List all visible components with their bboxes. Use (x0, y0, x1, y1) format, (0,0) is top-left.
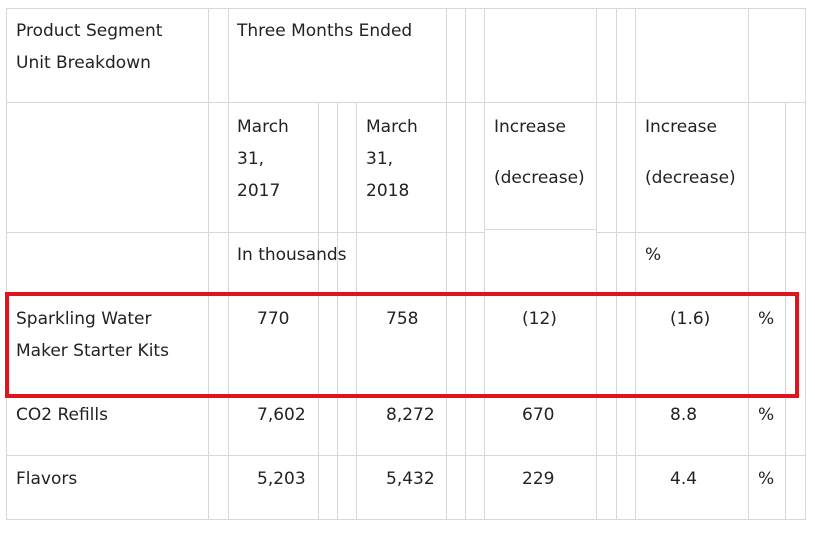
cell-change-pct: (1.6) (670, 309, 711, 329)
grid-line (6, 8, 7, 520)
grid-line (596, 232, 806, 233)
grid-line (785, 102, 786, 520)
grid-line (484, 8, 485, 520)
units-thousands-label: In thousands (237, 245, 347, 265)
cell-change: 229 (522, 469, 555, 489)
cell-q1-2018: 5,432 (386, 469, 435, 489)
grid-line (228, 8, 229, 520)
row-label-line1: Sparkling Water (16, 309, 152, 329)
col-change-pct-header-line2: (decrease) (645, 168, 736, 188)
col-2018-header-line1: March (366, 117, 418, 137)
col-2017-header-line1: March (237, 117, 289, 137)
cell-q1-2018: 8,272 (386, 405, 435, 425)
cell-change-pct: 4.4 (670, 469, 698, 489)
cell-change: (12) (522, 309, 557, 329)
table-title-line1: Product Segment (16, 21, 163, 41)
grid-line (748, 8, 749, 520)
grid-line (6, 519, 806, 520)
col-2017-header-line3: 2017 (237, 181, 281, 201)
grid-line (6, 8, 806, 9)
cell-change: 670 (522, 405, 555, 425)
cell-q1-2017: 770 (257, 309, 290, 329)
row-label: CO2 Refills (16, 405, 108, 425)
cell-change-pct: 8.8 (670, 405, 698, 425)
grid-line (465, 8, 466, 520)
grid-line (805, 8, 806, 520)
grid-line (208, 8, 209, 520)
grid-line (616, 8, 617, 520)
grid-line (596, 8, 597, 520)
cell-pct-sign: % (758, 405, 775, 425)
table-title-line2: Unit Breakdown (16, 53, 151, 73)
grid-line (6, 102, 806, 103)
grid-line (484, 229, 596, 230)
cell-pct-sign: % (758, 309, 775, 329)
row-label: Flavors (16, 469, 78, 489)
grid-line (337, 102, 338, 520)
col-change-header-line1: Increase (494, 117, 566, 137)
grid-line (6, 455, 806, 456)
grid-line (446, 8, 447, 520)
cell-pct-sign: % (758, 469, 775, 489)
col-2018-header-line3: 2018 (366, 181, 410, 201)
grid-line (318, 102, 319, 520)
col-2017-header-line2: 31, (237, 149, 265, 169)
col-change-header-line2: (decrease) (494, 168, 585, 188)
row-label-line2: Maker Starter Kits (16, 341, 169, 361)
cell-q1-2017: 7,602 (257, 405, 306, 425)
col-change-pct-header-line1: Increase (645, 117, 717, 137)
grid-line (356, 102, 357, 520)
units-percent-label: % (645, 245, 662, 265)
grid-line (635, 8, 636, 520)
period-header: Three Months Ended (237, 21, 413, 41)
cell-q1-2017: 5,203 (257, 469, 306, 489)
col-2018-header-line2: 31, (366, 149, 394, 169)
cell-q1-2018: 758 (386, 309, 419, 329)
grid-line (6, 232, 484, 233)
